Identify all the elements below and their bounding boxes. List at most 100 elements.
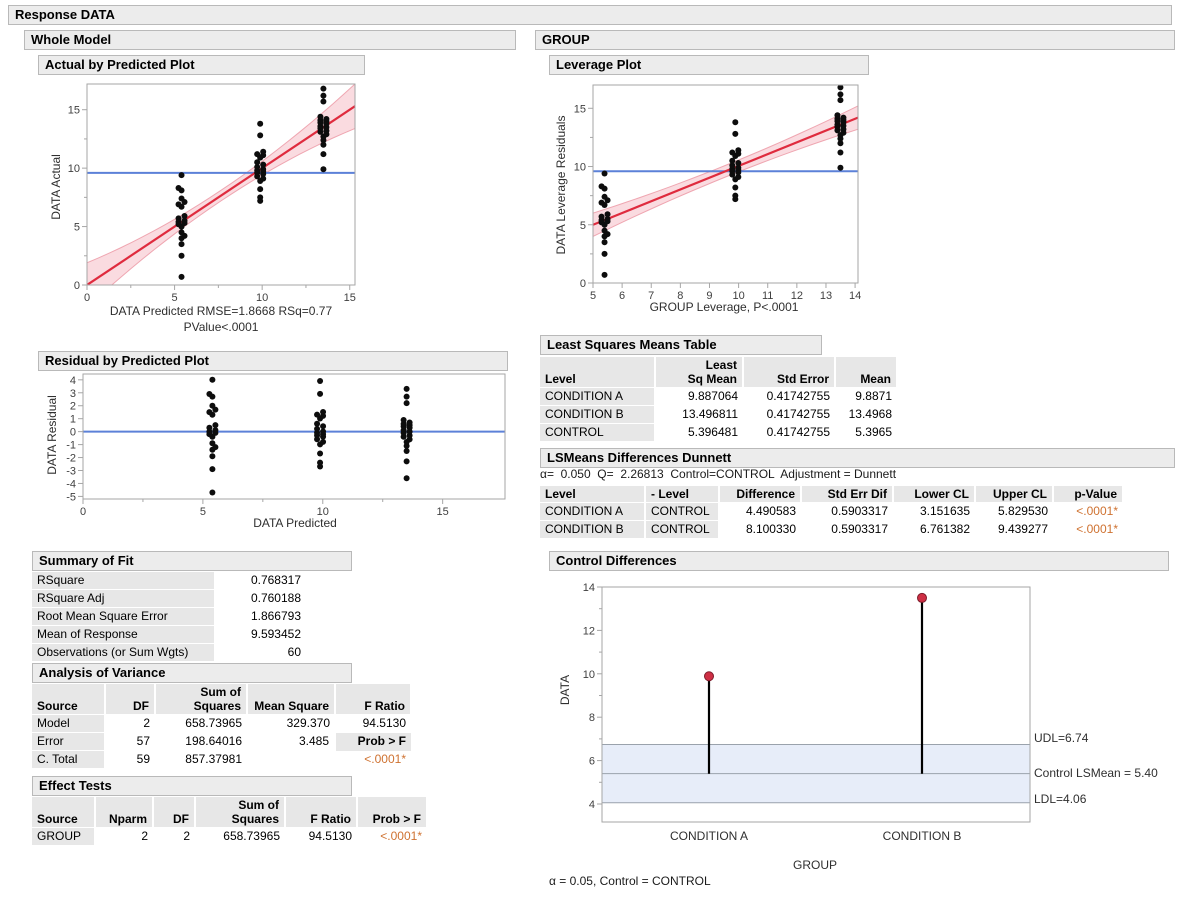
ldl-label: LDL=4.06: [1034, 792, 1087, 806]
std-err-dif-cell: 0.5903317: [831, 522, 888, 536]
df-cell: 2: [183, 829, 190, 844]
svg-text:8: 8: [589, 712, 595, 724]
svg-text:8: 8: [677, 290, 683, 302]
col-header-source: Source: [32, 684, 106, 715]
mean-cell: 9.8871: [855, 389, 892, 404]
col-header-df: DF: [153, 797, 196, 828]
svg-text:7: 7: [648, 290, 654, 302]
abp-x-axis-label-line2: PValue<.0001: [183, 320, 259, 334]
summary-of-fit-table: RSquare 0.768317 RSquare Adj 0.760188 Root…: [32, 572, 306, 662]
lower-cl-cell: 3.151635: [919, 504, 970, 519]
outline-control-differences[interactable]: Control Differences: [549, 551, 1169, 571]
col-header-upper-cl: Upper CL: [975, 486, 1054, 503]
ss-cell: 857.37981: [185, 752, 242, 766]
dunnett-table: Level - Level Difference Std Err Dif Low…: [540, 486, 1124, 539]
outline-residual-by-predicted[interactable]: Residual by Predicted Plot: [38, 351, 508, 371]
table-row: Error 57 198.64016 3.485 Prob > F: [32, 732, 411, 751]
p-value-cell: <.0001*: [1076, 522, 1118, 536]
col-header-sum-of-squares: Sum of Squares: [155, 684, 248, 715]
svg-text:15: 15: [68, 105, 80, 117]
svg-text:-5: -5: [66, 491, 76, 503]
stderr-cell: 0.41742755: [766, 389, 830, 404]
stat-value: 0.760188: [250, 591, 301, 605]
stat-value: 9.593452: [250, 627, 301, 641]
col-header-p-value: p-Value: [1053, 486, 1124, 503]
minus-level-cell: CONTROL: [645, 502, 720, 521]
nparm-cell: 2: [141, 829, 148, 844]
df-cell: 2: [143, 716, 150, 731]
ms-cell: 329.370: [286, 716, 330, 731]
col-header-std-error: Std Error: [743, 357, 836, 388]
outline-group[interactable]: GROUP: [535, 30, 1175, 50]
stat-label: RSquare Adj: [32, 589, 216, 608]
svg-text:15: 15: [574, 103, 586, 115]
abp-x-axis-label-line1: DATA Predicted RMSE=1.8668 RSq=0.77: [109, 304, 333, 318]
svg-text:5: 5: [590, 290, 596, 302]
source-cell: Error: [32, 732, 106, 751]
svg-text:12: 12: [583, 625, 595, 637]
ss-cell: 198.64016: [185, 734, 242, 748]
std-err-dif-cell: 0.5903317: [831, 504, 888, 519]
table-row: CONDITION B 13.496811 0.41742755 13.4968: [540, 405, 897, 424]
svg-text:-4: -4: [66, 478, 76, 490]
table-row: C. Total 59 857.37981 <.0001*: [32, 750, 411, 769]
col-header-least-sq-mean: Least Sq Mean: [655, 357, 744, 388]
level-cell: CONTROL: [540, 423, 656, 442]
svg-text:10: 10: [68, 163, 80, 175]
svg-text:1: 1: [70, 414, 76, 426]
difference-cell: 8.100330: [745, 522, 796, 536]
f-ratio-cell: 94.5130: [308, 829, 352, 844]
p-value-cell: <.0001*: [1076, 504, 1118, 519]
stat-label: RSquare: [32, 572, 216, 590]
outline-actual-by-predicted[interactable]: Actual by Predicted Plot: [38, 55, 365, 75]
outline-leverage-plot[interactable]: Leverage Plot: [549, 55, 869, 75]
svg-text:3: 3: [70, 388, 76, 400]
svg-text:6: 6: [589, 756, 595, 768]
mean-cell: 13.4968: [848, 407, 892, 421]
stderr-cell: 0.41742755: [766, 407, 830, 421]
anova-table: Source DF Sum of Squares Mean Square F R…: [32, 684, 412, 769]
outline-effect-tests[interactable]: Effect Tests: [32, 776, 352, 796]
svg-text:0: 0: [70, 427, 76, 439]
header-row: Source DF Sum of Squares Mean Square F R…: [32, 684, 412, 715]
col-header-mean: Mean: [835, 357, 898, 388]
col-header-level: Level: [540, 357, 656, 388]
col-header-df: DF: [105, 684, 156, 715]
level-cell: CONDITION B: [540, 405, 656, 424]
ms-cell: 3.485: [298, 734, 329, 748]
outline-lsmeans-differences-dunnett[interactable]: LSMeans Differences Dunnett: [540, 448, 1175, 468]
outline-summary-of-fit[interactable]: Summary of Fit: [32, 551, 352, 571]
report-title: Response DATA: [15, 7, 115, 22]
col-header-std-err-dif: Std Err Dif: [801, 486, 894, 503]
col-header-level: Level: [540, 486, 646, 503]
col-header-source: Source: [32, 797, 96, 828]
abp-y-axis-label: DATA Actual: [49, 154, 63, 220]
p-value-cell: <.0001*: [364, 752, 406, 766]
difference-cell: 4.490583: [745, 504, 796, 519]
svg-text:15: 15: [344, 292, 356, 304]
col-header-lower-cl: Lower CL: [893, 486, 976, 503]
svg-text:10: 10: [583, 669, 595, 681]
header-row: Level Least Sq Mean Std Error Mean: [540, 357, 898, 388]
svg-text:14: 14: [849, 290, 861, 302]
level-cell: CONDITION A: [540, 387, 656, 406]
outline-analysis-of-variance[interactable]: Analysis of Variance: [32, 663, 352, 683]
table-row: CONDITION B CONTROL 8.100330 0.5903317 6…: [540, 520, 1123, 539]
col-header-difference: Difference: [719, 486, 802, 503]
source-cell: Model: [32, 714, 106, 733]
df-cell: 59: [136, 752, 150, 766]
table-row: CONTROL 5.396481 0.41742755 5.3965: [540, 423, 897, 442]
outline-response-data[interactable]: Response DATA: [8, 5, 1172, 25]
outline-whole-model[interactable]: Whole Model: [24, 30, 516, 50]
table-row: RSquare Adj 0.760188: [32, 589, 306, 608]
table-row: CONDITION A 9.887064 0.41742755 9.8871: [540, 387, 897, 406]
outline-lsmeans-table[interactable]: Least Squares Means Table: [540, 335, 822, 355]
lsmeans-table: Level Least Sq Mean Std Error Mean CONDI…: [540, 357, 898, 442]
source-cell: C. Total: [32, 750, 106, 769]
svg-text:6: 6: [619, 290, 625, 302]
ss-cell: 658.73965: [223, 829, 280, 844]
svg-text:15: 15: [437, 506, 449, 518]
cd-y-axis-label: DATA: [558, 674, 572, 706]
stderr-cell: 0.41742755: [766, 425, 830, 439]
